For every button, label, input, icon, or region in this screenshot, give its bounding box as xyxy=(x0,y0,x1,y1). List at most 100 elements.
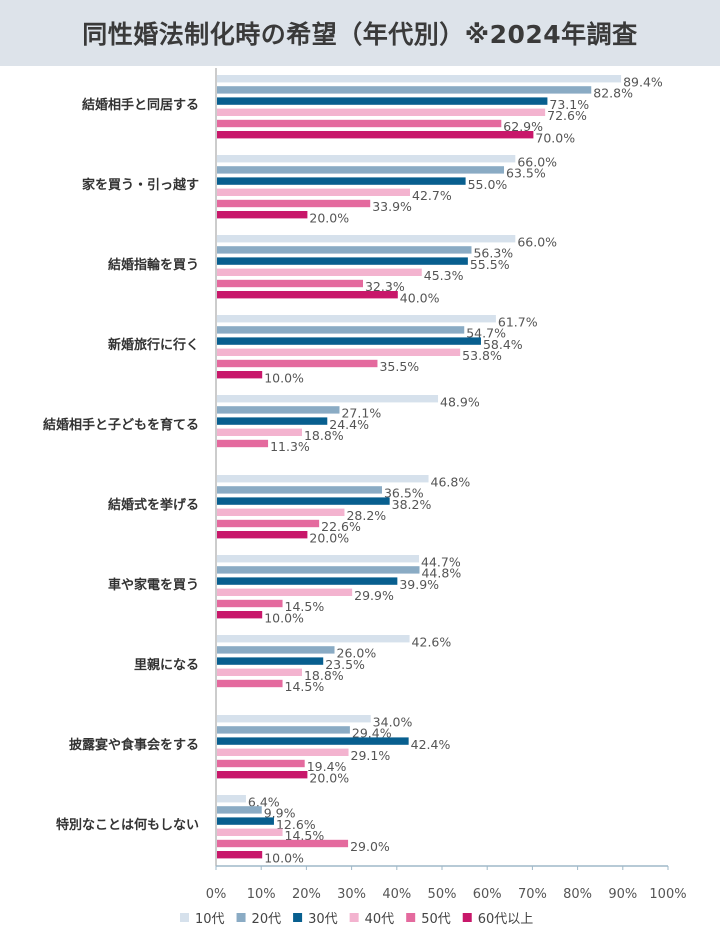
bar xyxy=(217,555,420,563)
value-label: 14.5% xyxy=(285,599,325,614)
x-tick-label: 30% xyxy=(337,887,366,902)
bar xyxy=(217,188,411,196)
value-label: 44.8% xyxy=(421,566,461,581)
bar xyxy=(217,359,378,368)
bar xyxy=(217,679,283,688)
category-label: 車や家電を買う xyxy=(108,577,199,593)
chart-title: 同性婚法制化時の希望（年代別）※2024年調査 xyxy=(82,20,638,49)
value-label: 26.0% xyxy=(337,646,377,661)
legend-swatch xyxy=(462,913,472,922)
category-label: 結婚指輪を買う xyxy=(108,257,199,273)
value-label: 27.1% xyxy=(341,406,381,421)
legend-label: 30代 xyxy=(308,912,338,927)
bar xyxy=(217,371,263,379)
value-label: 70.0% xyxy=(535,130,575,145)
bar xyxy=(217,475,429,483)
bar xyxy=(217,166,505,174)
category-label: 里親になる xyxy=(134,657,199,673)
bar xyxy=(217,839,349,848)
bar xyxy=(217,599,283,608)
bar xyxy=(217,348,461,356)
category-label: 披露宴や食事会をする xyxy=(69,737,199,753)
bar xyxy=(217,131,534,139)
x-tick-label: 60% xyxy=(473,887,502,902)
bar xyxy=(217,235,516,243)
bar xyxy=(217,108,546,116)
value-label: 19.4% xyxy=(307,759,347,774)
bar xyxy=(217,795,246,803)
value-label: 29.9% xyxy=(354,588,394,603)
value-label: 10.0% xyxy=(264,610,304,625)
bar xyxy=(217,566,420,574)
value-label: 32.3% xyxy=(365,279,405,294)
value-label: 72.6% xyxy=(547,108,587,123)
x-tick-label: 40% xyxy=(382,887,411,902)
bar xyxy=(217,75,622,83)
value-label: 82.8% xyxy=(593,86,633,101)
value-label: 18.8% xyxy=(304,428,344,443)
bar xyxy=(217,577,398,585)
x-tick-label: 100% xyxy=(649,887,686,902)
value-label: 61.7% xyxy=(498,314,538,329)
value-label: 10.0% xyxy=(264,850,304,865)
value-label: 56.3% xyxy=(473,246,513,261)
bar xyxy=(217,155,516,163)
value-label: 66.0% xyxy=(517,234,557,249)
x-tick-label: 10% xyxy=(247,887,276,902)
bar xyxy=(217,817,274,825)
x-tick-label: 90% xyxy=(608,887,637,902)
bar xyxy=(217,257,468,265)
value-label: 12.6% xyxy=(276,817,316,832)
value-label: 48.9% xyxy=(440,394,480,409)
bar xyxy=(217,715,371,723)
bar xyxy=(217,726,350,734)
bar xyxy=(217,759,305,768)
legend-swatch xyxy=(236,913,246,922)
value-label: 66.0% xyxy=(517,154,557,169)
value-label: 46.8% xyxy=(431,474,471,489)
value-label: 53.8% xyxy=(462,348,502,363)
value-label: 23.5% xyxy=(325,657,365,672)
bar xyxy=(217,611,263,619)
bar xyxy=(217,497,390,505)
bar xyxy=(217,337,481,345)
value-label: 38.2% xyxy=(392,497,432,512)
legend-label: 60代以上 xyxy=(478,912,534,927)
value-label: 55.5% xyxy=(470,257,510,272)
value-label: 40.0% xyxy=(400,290,440,305)
value-label: 54.7% xyxy=(466,326,506,341)
bar xyxy=(217,326,465,334)
value-label: 44.7% xyxy=(421,554,461,569)
bar xyxy=(217,86,592,94)
bar xyxy=(217,851,263,859)
bar xyxy=(217,737,409,745)
legend-label: 10代 xyxy=(195,912,225,927)
bar xyxy=(217,211,308,219)
bar xyxy=(217,97,548,105)
category-label: 結婚式を挙げる xyxy=(108,497,199,513)
value-label: 39.9% xyxy=(399,577,439,592)
legend-label: 20代 xyxy=(252,912,282,927)
bar xyxy=(217,417,328,425)
bar xyxy=(217,406,340,414)
value-label: 73.1% xyxy=(549,97,589,112)
bar xyxy=(217,119,502,128)
bar xyxy=(217,246,472,254)
bar xyxy=(217,199,371,208)
value-label: 11.3% xyxy=(270,439,310,454)
value-label: 42.7% xyxy=(412,188,452,203)
value-label: 18.8% xyxy=(304,668,344,683)
bar xyxy=(217,508,345,516)
bar xyxy=(217,519,320,528)
bar xyxy=(217,395,439,403)
x-tick-label: 0% xyxy=(206,887,227,902)
value-label: 33.9% xyxy=(372,199,412,214)
value-label: 20.0% xyxy=(309,770,349,785)
value-label: 89.4% xyxy=(623,74,663,89)
value-label: 20.0% xyxy=(309,530,349,545)
value-label: 58.4% xyxy=(483,337,523,352)
value-label: 20.0% xyxy=(309,210,349,225)
category-label: 結婚相手と同居する xyxy=(82,97,199,113)
category-label: 新婚旅行に行く xyxy=(108,337,199,353)
